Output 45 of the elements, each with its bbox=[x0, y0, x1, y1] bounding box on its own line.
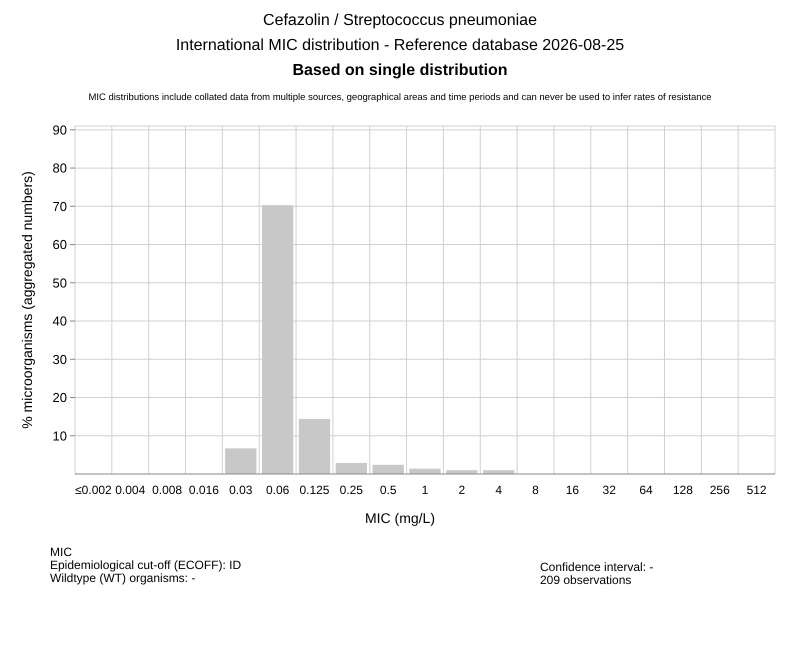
x-tick-label: 256 bbox=[710, 483, 730, 497]
y-tick-label: 70 bbox=[52, 198, 67, 214]
bar bbox=[446, 470, 478, 474]
text: MIC distributions include collated data from multiple sources, geographical areas and time periods and can never be used to infer rates of resistance bbox=[88, 92, 712, 103]
y-axis-title: % microorganisms (aggregated numbers) bbox=[19, 171, 35, 429]
text: Based on single distribution bbox=[292, 62, 508, 79]
x-tick-label: 0.06 bbox=[266, 483, 290, 497]
y-tick-label: 40 bbox=[52, 314, 67, 329]
y-tick-label: 10 bbox=[52, 428, 67, 444]
bar bbox=[225, 448, 256, 474]
x-tick-label: 0.03 bbox=[229, 483, 253, 497]
x-tick-label: 2 bbox=[458, 483, 466, 497]
text: Confidence interval: - bbox=[540, 560, 654, 574]
x-tick-label: 4 bbox=[495, 483, 502, 497]
bar bbox=[336, 462, 367, 474]
x-tick-label: 0.125 bbox=[299, 483, 330, 497]
x-tick-label: 64 bbox=[639, 483, 654, 497]
bar bbox=[409, 468, 441, 474]
text: 209 observations bbox=[540, 573, 632, 587]
bar bbox=[372, 464, 404, 474]
x-tick-label: 0.25 bbox=[340, 483, 364, 497]
x-axis-title: MIC (mg/L) bbox=[365, 510, 435, 526]
y-tick-label: 80 bbox=[52, 160, 67, 176]
x-tick-label: 1 bbox=[422, 483, 429, 497]
x-tick-label: 512 bbox=[746, 483, 767, 497]
x-tick-label: 128 bbox=[672, 483, 694, 497]
y-tick-label: 30 bbox=[52, 352, 67, 367]
y-tick-label: 50 bbox=[52, 275, 67, 290]
y-tick-label: 60 bbox=[52, 237, 67, 252]
x-tick-label: 0.004 bbox=[115, 483, 146, 497]
text: MIC bbox=[50, 545, 72, 559]
chart-title: Cefazolin / Streptococcus pneumoniae bbox=[263, 12, 538, 29]
x-tick-label: 0.016 bbox=[188, 483, 220, 497]
x-tick-label: 8 bbox=[532, 483, 540, 497]
text: Wildtype (WT) organisms: - bbox=[50, 571, 196, 585]
x-tick-label: ≤0.002 bbox=[75, 483, 112, 497]
x-tick-label: 16 bbox=[566, 483, 580, 497]
chart-subtitle: International MIC distribution - Reference database 2026-08-25 bbox=[176, 37, 624, 54]
y-tick-label: 20 bbox=[52, 390, 67, 406]
x-tick-label: 0.5 bbox=[380, 483, 397, 497]
x-tick-label: 0.008 bbox=[152, 483, 182, 497]
x-tick-label: 32 bbox=[602, 483, 616, 497]
y-tick-label: 90 bbox=[52, 122, 67, 138]
bar bbox=[483, 470, 514, 474]
text: Epidemiological cut-off (ECOFF): ID bbox=[50, 558, 242, 572]
